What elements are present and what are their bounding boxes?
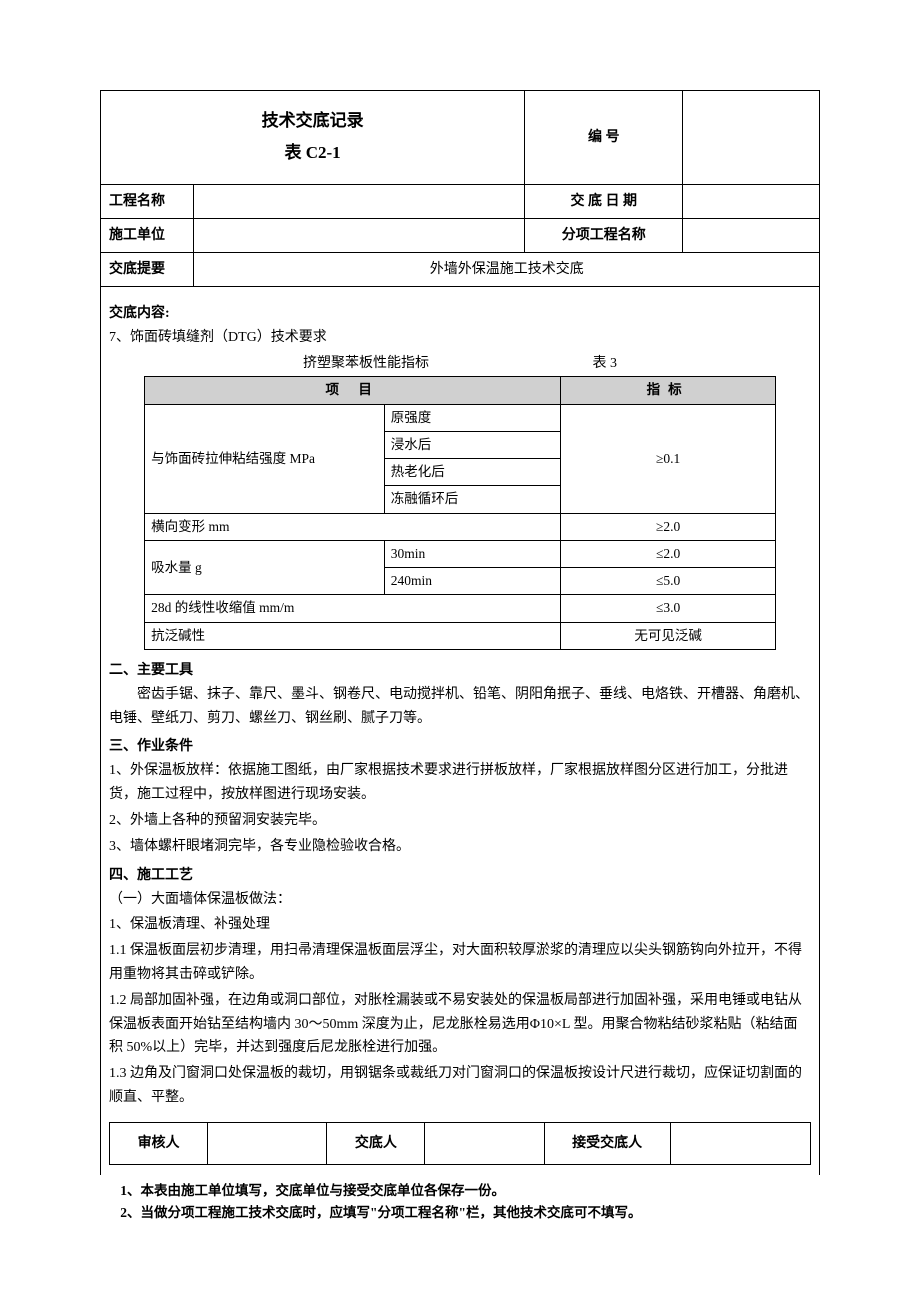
- caption-right: 表 3: [593, 353, 618, 374]
- sec4-1-2: 1.2 局部加固补强，在边角或洞口部位，对胀栓漏装或不易安装处的保温板局部进行加…: [109, 989, 811, 1060]
- date-value: [683, 184, 820, 218]
- content-cell: 交底内容: 7、饰面砖填缝剂（DTG）技术要求 挤塑聚苯板性能指标 表 3 项 …: [101, 286, 820, 1175]
- project-name-label: 工程名称: [101, 184, 194, 218]
- doc-title: 技术交底记录 表 C2-1: [101, 91, 525, 185]
- unit-label: 施工单位: [101, 218, 194, 252]
- code-value: [683, 91, 820, 185]
- unit-value: [194, 218, 525, 252]
- sec3-1: 1、外保温板放样：依据施工图纸，由厂家根据技术要求进行拼板放样，厂家根据放样图分…: [109, 759, 811, 807]
- signature-table: 审核人 交底人 接受交底人: [109, 1122, 811, 1165]
- date-label: 交 底 日 期: [525, 184, 683, 218]
- sec4-1-3: 1.3 边角及门窗洞口处保温板的裁切，用钢锯条或裁纸刀对门窗洞口的保温板按设计尺…: [109, 1062, 811, 1110]
- r4-value: ≤3.0: [561, 595, 776, 622]
- r5-value: 无可见泛碱: [561, 622, 776, 649]
- sec4-1-1: 1.1 保温板面层初步清理，用扫帚清理保温板面层浮尘，对大面积较厚淤浆的清理应以…: [109, 939, 811, 987]
- r1b3: 热老化后: [384, 459, 561, 486]
- reviewer-label: 审核人: [110, 1122, 208, 1164]
- sec2-head: 二、主要工具: [109, 660, 811, 681]
- subproject-label: 分项工程名称: [525, 218, 683, 252]
- project-name-value: [194, 184, 525, 218]
- r3b2: 240min: [384, 568, 561, 595]
- r1b1: 原强度: [384, 404, 561, 431]
- note-2: 2、当做分项工程施工技术交底时，应填写"分项工程名称"栏，其他技术交底可不填写。: [100, 1203, 820, 1223]
- title-line2: 表 C2-1: [105, 137, 520, 169]
- th-item: 项 目: [145, 377, 561, 404]
- sec4-head: 四、施工工艺: [109, 865, 811, 886]
- sec3-3: 3、墙体螺杆眼堵洞完毕，各专业隐检验收合格。: [109, 835, 811, 859]
- footnotes: 1、本表由施工单位填写，交底单位与接受交底单位各保存一份。 2、当做分项工程施工…: [100, 1181, 820, 1224]
- summary-label: 交底提要: [101, 252, 194, 286]
- spec-table: 项 目 指标 与饰面砖拉伸粘结强度 MPa 原强度 ≥0.1 浸水后 热老化后 …: [144, 376, 776, 650]
- sec3-head: 三、作业条件: [109, 736, 811, 757]
- r5-label: 抗泛碱性: [145, 622, 561, 649]
- r2-value: ≥2.0: [561, 513, 776, 540]
- r4-label: 28d 的线性收缩值 mm/m: [145, 595, 561, 622]
- reviewer-value: [208, 1122, 327, 1164]
- sec3-2: 2、外墙上各种的预留洞安装完毕。: [109, 809, 811, 833]
- r3v1: ≤2.0: [561, 540, 776, 567]
- r1-value: ≥0.1: [561, 404, 776, 513]
- th-spec: 指标: [561, 377, 776, 404]
- r1b4: 冻融循环后: [384, 486, 561, 513]
- r3b1: 30min: [384, 540, 561, 567]
- disclosure-value: [425, 1122, 544, 1164]
- r2-label: 横向变形 mm: [145, 513, 561, 540]
- table-caption: 挤塑聚苯板性能指标 表 3: [109, 353, 811, 374]
- r3-label: 吸水量 g: [145, 540, 385, 595]
- disclosure-label: 交底人: [327, 1122, 425, 1164]
- item-7: 7、饰面砖填缝剂（DTG）技术要求: [109, 326, 811, 350]
- subproject-value: [683, 218, 820, 252]
- r3v2: ≤5.0: [561, 568, 776, 595]
- r1b2: 浸水后: [384, 431, 561, 458]
- code-label: 编 号: [525, 91, 683, 185]
- receiver-label: 接受交底人: [544, 1122, 670, 1164]
- content-heading: 交底内容:: [109, 303, 811, 324]
- receiver-value: [670, 1122, 810, 1164]
- caption-left: 挤塑聚苯板性能指标: [303, 353, 429, 374]
- summary-value: 外墙外保温施工技术交底: [194, 252, 820, 286]
- sec4-1: 1、保温板清理、补强处理: [109, 913, 811, 937]
- sec2-body: 密齿手锯、抹子、靠尺、墨斗、钢卷尺、电动搅拌机、铅笔、阴阳角抿子、垂线、电烙铁、…: [109, 683, 811, 731]
- sec4-sub: （一）大面墙体保温板做法：: [109, 888, 811, 912]
- r1-label: 与饰面砖拉伸粘结强度 MPa: [145, 404, 385, 513]
- record-table: 技术交底记录 表 C2-1 编 号 工程名称 交 底 日 期 施工单位 分项工程…: [100, 90, 820, 1175]
- title-line1: 技术交底记录: [105, 105, 520, 137]
- note-1: 1、本表由施工单位填写，交底单位与接受交底单位各保存一份。: [100, 1181, 820, 1201]
